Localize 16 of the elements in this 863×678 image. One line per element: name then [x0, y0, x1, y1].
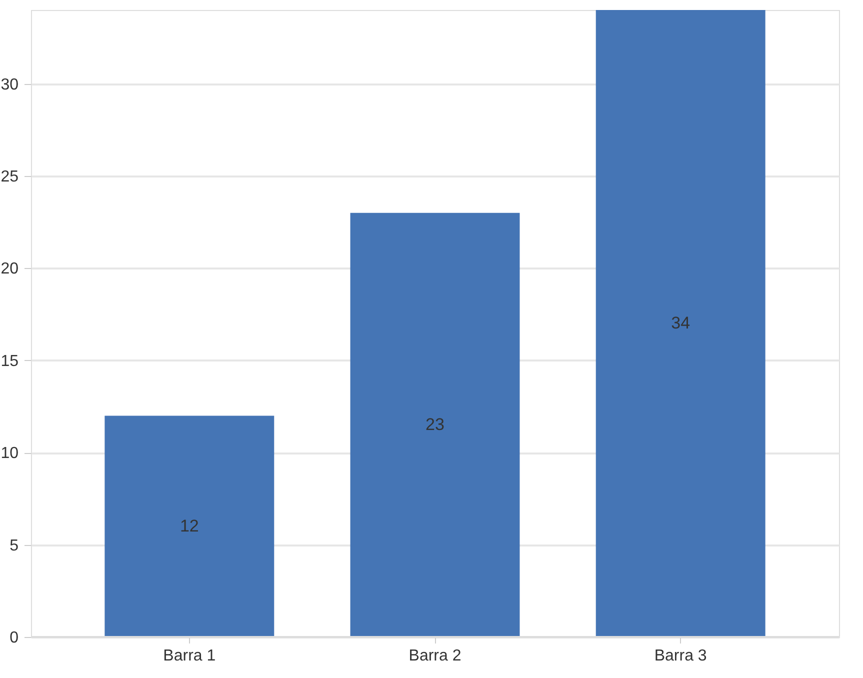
y-tick-label: 20 — [0, 260, 19, 278]
y-tick-label: 0 — [10, 630, 19, 646]
x-tick-label: Barra 1 — [163, 648, 216, 664]
bar — [104, 416, 274, 637]
data-label: 23 — [426, 414, 444, 434]
data-label: 12 — [180, 516, 199, 536]
bar — [350, 212, 520, 637]
bar — [596, 10, 766, 637]
data-label: 34 — [671, 314, 690, 332]
y-tick-label: 5 — [10, 537, 19, 554]
y-tick-label: 15 — [0, 352, 19, 370]
y-tick-label: 30 — [0, 76, 19, 94]
y-tick-label: 25 — [0, 168, 19, 186]
y-tick-label: 10 — [0, 445, 19, 462]
x-tick-label: Barra 3 — [654, 648, 707, 664]
x-tick-label: Barra 2 — [408, 648, 462, 664]
